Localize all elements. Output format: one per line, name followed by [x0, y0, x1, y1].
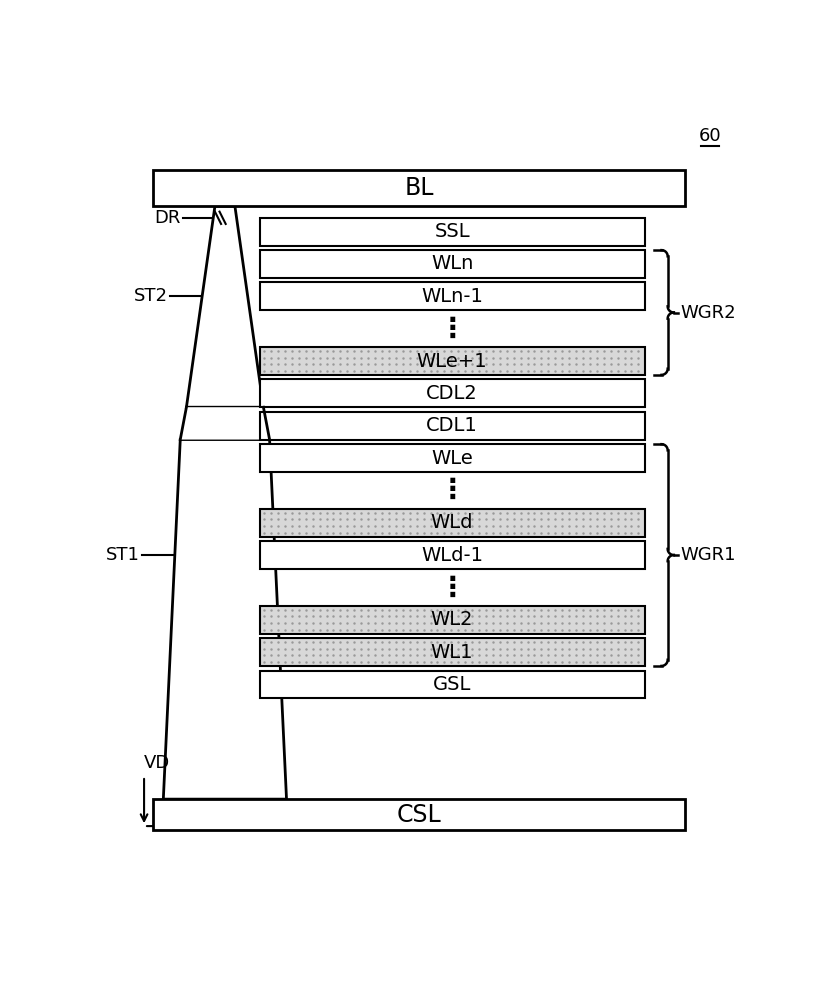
Text: CDL2: CDL2 [426, 384, 477, 403]
Text: BL: BL [404, 176, 433, 200]
Text: ⋮: ⋮ [437, 315, 466, 343]
Text: WLe: WLe [431, 449, 472, 468]
Text: CDL1: CDL1 [426, 416, 477, 435]
Bar [259, 509, 643, 537]
Text: VD: VD [144, 754, 170, 772]
Text: DR: DR [155, 209, 181, 227]
Text: ST1: ST1 [106, 546, 140, 564]
Bar [259, 379, 643, 407]
Bar [259, 412, 643, 440]
Text: WLe+1: WLe+1 [416, 352, 487, 371]
Bar [259, 347, 643, 375]
Bar [259, 250, 643, 278]
Text: ST2: ST2 [133, 287, 167, 305]
Bar [259, 444, 643, 472]
Text: WLd: WLd [430, 513, 473, 532]
Bar [259, 606, 643, 634]
Polygon shape [186, 206, 263, 407]
Text: WLn: WLn [430, 254, 473, 273]
Bar [259, 541, 643, 569]
Text: WL2: WL2 [430, 610, 473, 629]
Polygon shape [163, 440, 286, 799]
Text: ⋮: ⋮ [437, 476, 466, 504]
Bar [153, 799, 684, 830]
Text: WGR2: WGR2 [679, 304, 734, 322]
Text: WGR1: WGR1 [679, 546, 734, 564]
Text: ⋮: ⋮ [437, 573, 466, 601]
Polygon shape [180, 407, 270, 440]
Text: SSL: SSL [433, 222, 469, 241]
Text: WL1: WL1 [430, 643, 473, 662]
Bar [259, 671, 643, 698]
Text: WLd-1: WLd-1 [421, 546, 482, 565]
Bar [259, 638, 643, 666]
Bar [259, 282, 643, 310]
Text: GSL: GSL [433, 675, 471, 694]
Bar [153, 170, 684, 206]
Text: CSL: CSL [396, 803, 441, 827]
Text: HD1: HD1 [204, 817, 243, 835]
Text: WLn-1: WLn-1 [421, 287, 482, 306]
Bar [259, 218, 643, 246]
Text: 60: 60 [698, 127, 720, 145]
